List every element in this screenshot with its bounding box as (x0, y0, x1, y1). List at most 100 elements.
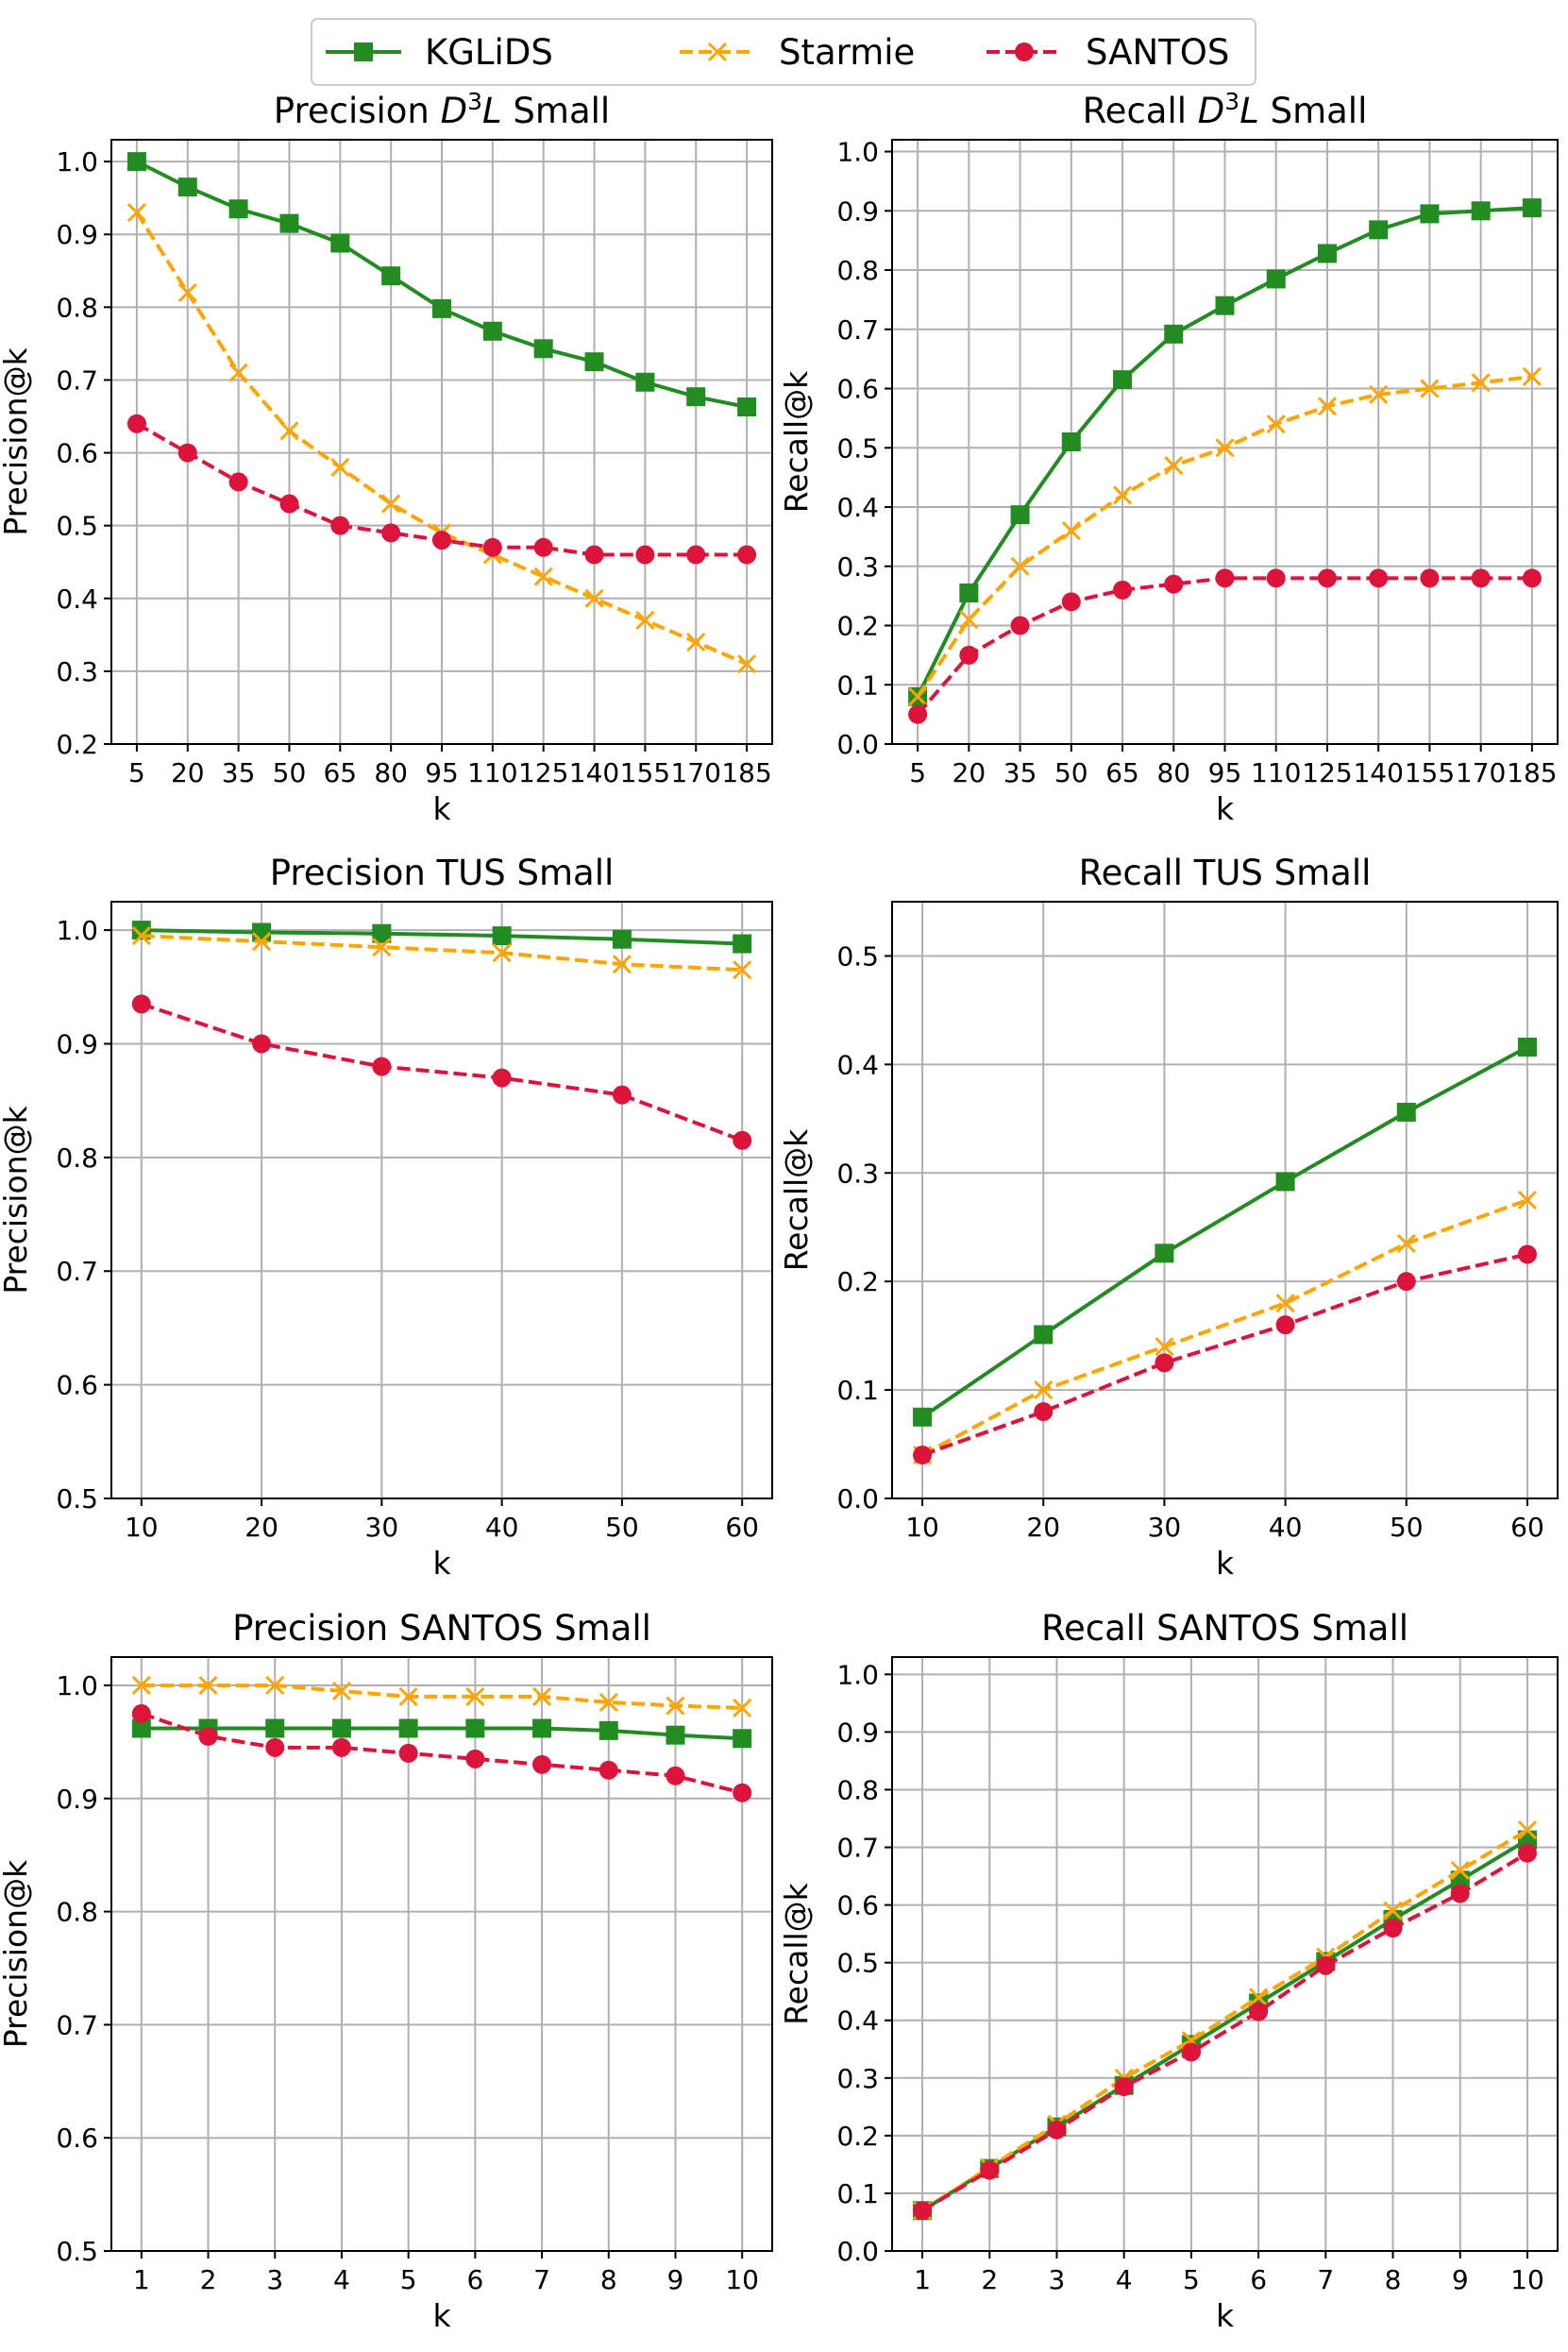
chart-title: Precision TUS Small (270, 853, 615, 893)
y-tick-label: 1.0 (836, 137, 879, 168)
x-axis-label: k (1216, 1545, 1235, 1582)
chart-4: 10 20 30 40 50 60 0.0 0.1 0.2 0.3 0.4 0.5 Recall TUS… (778, 853, 1559, 1582)
x-tick-label: 50 (273, 757, 307, 788)
data-point (330, 516, 350, 535)
y-tick-label: 0.8 (56, 1897, 98, 1928)
x-tick-label: 6 (466, 2264, 483, 2295)
x-tick-label: 1 (133, 2264, 150, 2295)
data-point (1420, 204, 1440, 224)
data-point (1383, 1901, 1403, 1921)
x-tick-label: 60 (725, 1512, 759, 1543)
x-tick-label: 50 (605, 1512, 639, 1543)
y-tick-label: 1.0 (56, 915, 98, 946)
data-point (1450, 1884, 1470, 1904)
data-point (1249, 2002, 1269, 2022)
data-point (1317, 568, 1337, 588)
data-point (635, 545, 655, 565)
data-point (398, 1718, 418, 1738)
y-tick-label: 0.7 (56, 2009, 98, 2040)
data-point (737, 545, 757, 565)
data-point (686, 632, 706, 652)
y-tick-label: 0.2 (836, 2121, 879, 2152)
data-point (432, 298, 451, 318)
legend-label: Starmie (779, 32, 915, 73)
x-axis-label: k (1216, 2297, 1235, 2334)
y-axis-label: Precision@k (0, 1105, 34, 1294)
data-point (686, 545, 706, 565)
x-tick-label: 20 (171, 757, 205, 788)
x-tick-label: 10 (1510, 2264, 1544, 2295)
data-point (1420, 568, 1440, 588)
gridlines (892, 902, 1558, 1499)
data-point (1061, 521, 1081, 541)
data-point (1275, 1294, 1295, 1313)
data-point (1369, 220, 1389, 240)
data-point (1010, 616, 1030, 635)
data-point (1471, 373, 1491, 393)
y-tick-label: 0.8 (836, 255, 879, 286)
data-point (1155, 1244, 1174, 1263)
chart-title: Precision D3L Small (274, 88, 610, 131)
data-point (372, 1057, 392, 1076)
y-tick-label: 0.4 (836, 492, 879, 523)
y-tick-label: 0.0 (836, 729, 879, 760)
y-axis-label: Recall@k (778, 370, 815, 513)
data-point (1396, 1102, 1416, 1122)
legend-marker-x (707, 42, 728, 62)
data-point (1522, 568, 1542, 588)
chart-5: 1 2 3 4 5 6 7 8 9 10 0.5 0.6 0.7 0.8 0.9 1.0 Precision S… (0, 1608, 773, 2334)
data-point (1517, 1843, 1537, 1863)
x-tick-label: 110 (1251, 757, 1301, 788)
data-point (666, 1725, 685, 1745)
data-point (330, 233, 350, 253)
series-line (921, 1252, 1528, 1457)
x-tick-label: 10 (725, 2264, 759, 2295)
data-point (1215, 568, 1235, 588)
y-tick-label: 0.2 (836, 611, 879, 642)
y-tick-label: 0.0 (836, 2236, 879, 2267)
chart-2: 5 20 35 50 65 80 95 110 125 140 155 170 185 0.0 0.1 0.2… (778, 88, 1559, 827)
plot-frame (110, 1656, 773, 2252)
x-axis-label: k (432, 790, 451, 827)
x-tick-label: 40 (1269, 1512, 1303, 1543)
x-axis-label: k (1216, 790, 1235, 827)
x-tick-label: 35 (222, 757, 256, 788)
chart-panels: 5 20 35 50 65 80 95 110 125 140 155 170 1850.20.30.4… (0, 88, 1559, 2334)
data-point (492, 926, 512, 946)
data-point (331, 1718, 351, 1738)
data-point (1034, 1402, 1054, 1422)
series-santos (131, 1703, 752, 1802)
data-point (331, 1681, 352, 1701)
data-point (398, 1743, 418, 1763)
data-point (131, 1675, 151, 1696)
data-point (1522, 366, 1542, 387)
x-axis-label: k (432, 2297, 451, 2334)
series-santos (908, 568, 1542, 724)
data-point (666, 1766, 685, 1785)
data-point (1396, 1233, 1416, 1254)
x-tick-label: 170 (1456, 757, 1506, 788)
data-point (1266, 269, 1286, 289)
x-tick-label: 50 (1390, 1512, 1424, 1543)
x-tick-label: 170 (671, 757, 721, 788)
data-point (733, 934, 752, 954)
data-point (131, 994, 151, 1014)
data-point (1034, 1325, 1054, 1345)
data-point (737, 397, 757, 416)
y-tick-label: 0.9 (836, 195, 879, 227)
data-point (1061, 592, 1081, 612)
x-tick-label: 9 (667, 2264, 684, 2295)
chart-title: Recall TUS Small (1079, 853, 1372, 893)
x-axis-label: k (432, 1545, 451, 1582)
data-point (432, 531, 451, 550)
y-tick-label: 0.0 (836, 1483, 879, 1514)
data-point (686, 387, 706, 407)
data-point (733, 1130, 752, 1150)
gridlines (111, 140, 772, 745)
data-point (252, 1034, 272, 1054)
y-tick-label: 0.6 (56, 2123, 98, 2154)
legend-item-kglids: KGLiDS (326, 32, 553, 73)
y-tick-label: 0.8 (836, 1774, 879, 1805)
data-point (279, 494, 299, 514)
data-point (331, 1737, 351, 1757)
